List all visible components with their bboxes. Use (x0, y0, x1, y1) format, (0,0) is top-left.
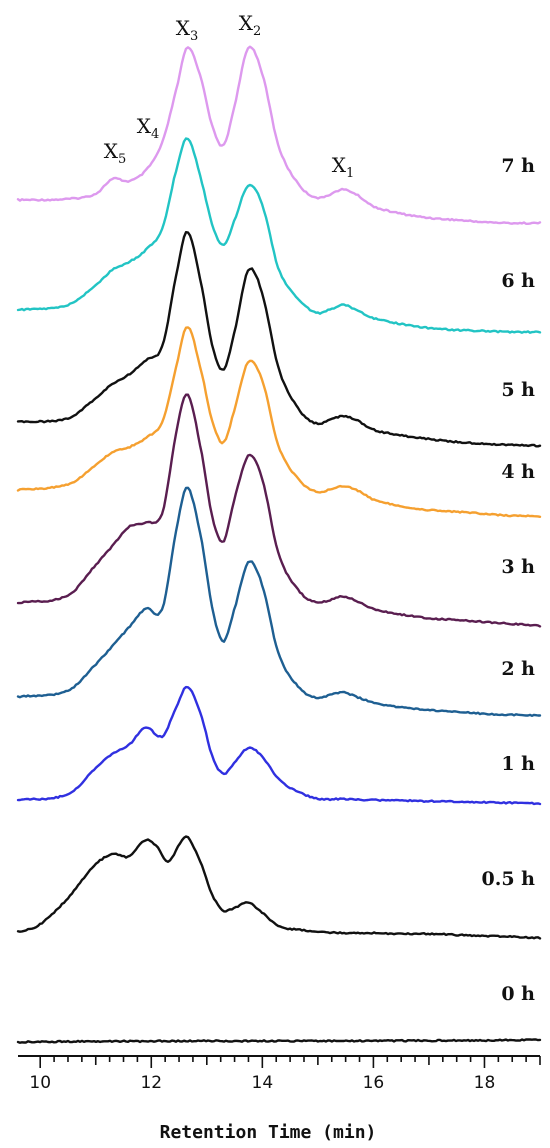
series-label: 5 h (501, 379, 535, 401)
trace-2h (16, 486, 542, 717)
x-tick-label: 12 (140, 1073, 162, 1093)
series-label: 3 h (501, 556, 535, 578)
x-axis-title: Retention Time (min) (160, 1122, 377, 1143)
trace-7h (16, 45, 542, 225)
x-tick-label: 18 (474, 1073, 496, 1093)
series-label: 0.5 h (482, 868, 536, 890)
x-axis-ticks: 10 12 14 16 18 (29, 1056, 541, 1093)
series-label: 6 h (501, 270, 535, 292)
peak-label-x4: X4 (137, 114, 160, 142)
trace-6h (16, 137, 542, 334)
trace-0-5h (16, 835, 542, 940)
trace-group (16, 45, 542, 1044)
peak-label-x2: X2 (239, 11, 262, 39)
x-axis: 10 12 14 16 18 (18, 1055, 541, 1093)
peak-label-x1: X1 (332, 153, 355, 181)
series-label: 7 h (501, 155, 535, 177)
series-label-group: 7 h 6 h 5 h 4 h 3 h 2 h 1 h 0.5 h 0 h (482, 155, 536, 1005)
series-label: 0 h (501, 983, 535, 1005)
trace-1h (16, 685, 542, 806)
trace-3h (16, 393, 542, 628)
trace-4h (16, 326, 542, 518)
peak-label-group: X5 X4 X3 X2 X1 (104, 11, 355, 181)
series-label: 1 h (501, 753, 535, 775)
peak-label-x5: X5 (104, 139, 127, 167)
x-tick-label: 10 (29, 1073, 51, 1093)
x-tick-label: 14 (252, 1073, 274, 1093)
series-label: 2 h (501, 658, 535, 680)
trace-0h (16, 1038, 542, 1044)
peak-label-x3: X3 (176, 16, 199, 44)
trace-5h (16, 231, 542, 448)
x-tick-label: 16 (363, 1073, 385, 1093)
series-label: 4 h (501, 461, 535, 483)
